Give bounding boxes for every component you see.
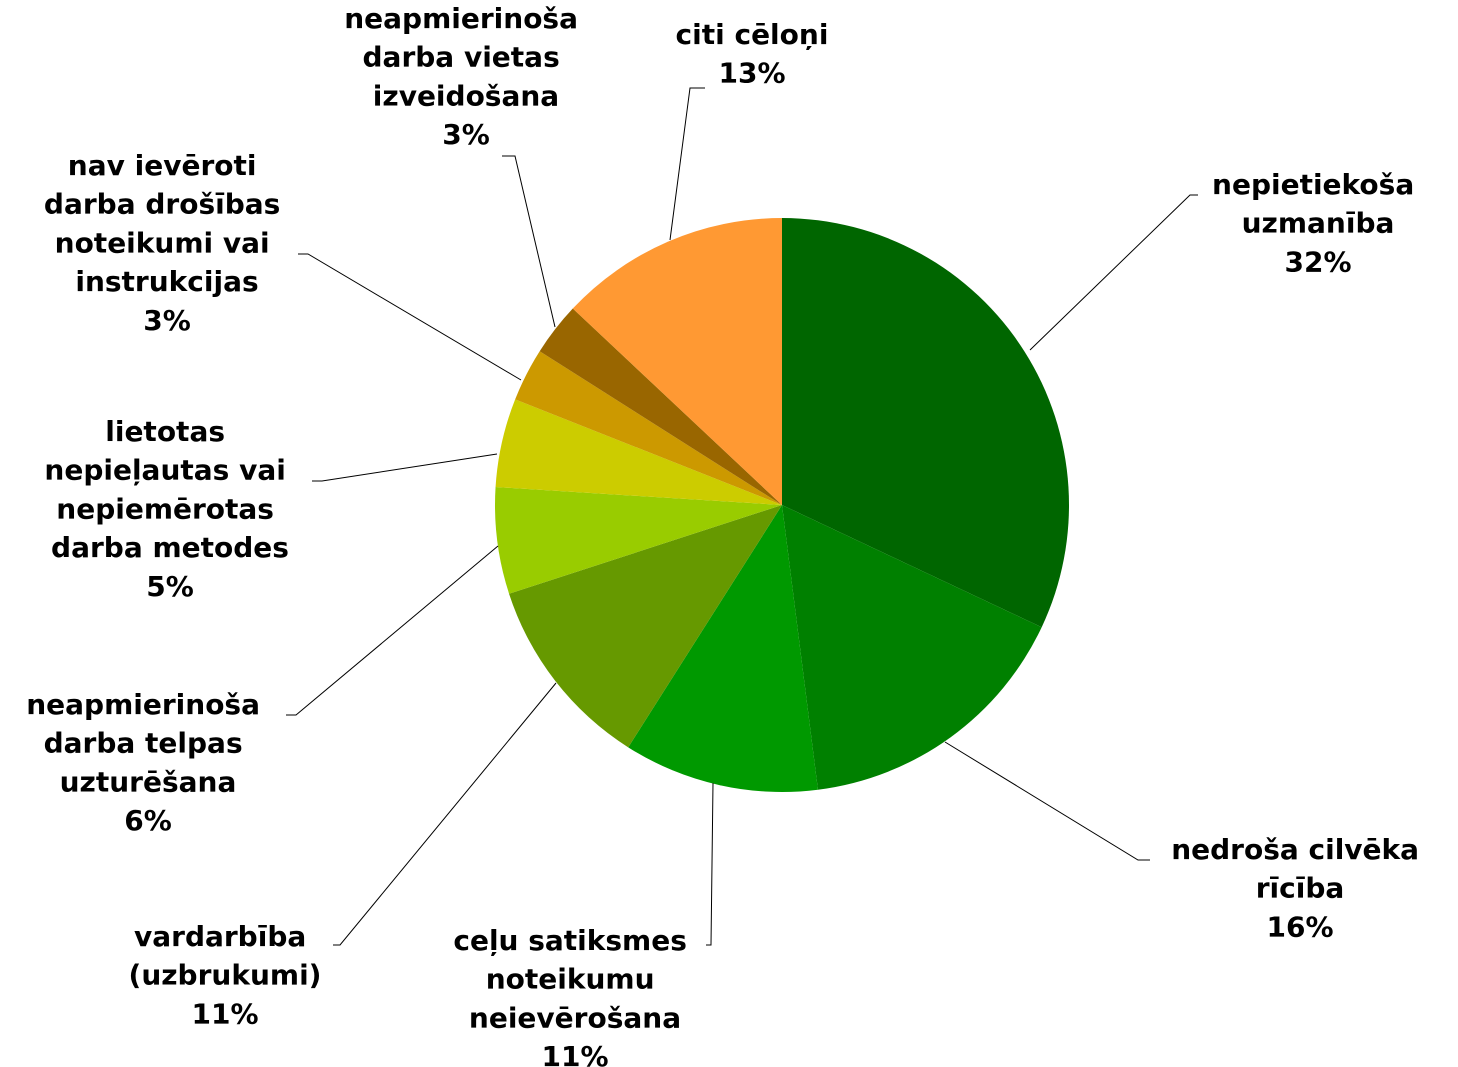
leader-line: [944, 741, 1150, 861]
pie-slice: [782, 218, 1069, 628]
pie-slice: [515, 351, 782, 505]
label-line: neapmierinoša: [26, 688, 270, 721]
slice-value-label: 13%: [718, 57, 785, 90]
label-line: noteikumi vai: [55, 226, 280, 259]
slice-value-label: 32%: [1284, 245, 1351, 278]
label-line: darba telpas: [44, 727, 253, 760]
label-line: nav ievēroti: [68, 149, 266, 182]
pie-slice: [539, 308, 782, 505]
leader-line: [669, 87, 705, 241]
label-line: lietotas: [105, 415, 235, 448]
label-line: rīcība: [1256, 872, 1345, 905]
leader-line: [502, 155, 556, 328]
label-line: darba metodes: [51, 531, 289, 564]
slice-value-label: 3%: [143, 304, 191, 337]
slice-label: neapmierinoša darba vietas izveidošana: [344, 2, 588, 112]
label-line: nedroša cilvēka: [1171, 833, 1429, 866]
label-line: ceļu satiksmes: [453, 924, 696, 957]
slice-label: neapmierinoša darba telpas uzturēšana: [26, 688, 270, 798]
pie-slice: [495, 399, 782, 505]
pie-slice: [572, 218, 782, 505]
leader-line: [312, 453, 498, 482]
label-line: instrukcijas: [75, 265, 258, 298]
leader-line: [1029, 194, 1198, 351]
slice-label: citi cēloņi: [676, 18, 829, 51]
slice-label: nav ievēroti darba drošības noteikumi va…: [44, 149, 290, 298]
label-line: neievērošana: [469, 1001, 681, 1034]
label-line: nepiemērotas: [56, 492, 283, 525]
slice-label: vardarbība (uzbrukumi): [129, 920, 322, 992]
label-line: uzmanība: [1242, 207, 1395, 240]
pie-slice: [628, 505, 818, 793]
leader-line: [333, 682, 557, 946]
slice-value-label: 6%: [124, 804, 172, 837]
slice-label: ceļu satiksmes noteikumu neievērošana: [453, 924, 696, 1034]
slice-label: nedroša cilvēka rīcība: [1171, 833, 1429, 905]
slice-value-label: 16%: [1266, 910, 1333, 943]
leader-line: [706, 782, 714, 946]
pie-slice: [782, 505, 1042, 790]
slice-value-label: 11%: [191, 997, 258, 1030]
label-line: citi cēloņi: [676, 18, 829, 51]
slice-value-label: 3%: [442, 118, 490, 151]
slice-value-label: 11%: [541, 1040, 608, 1067]
label-line: nepietiekoša: [1212, 168, 1424, 201]
label-line: uzturēšana: [60, 765, 237, 798]
slice-value-label: 5%: [146, 570, 194, 603]
label-line: vardarbība: [134, 920, 316, 953]
label-line: nepieļautas vai: [44, 454, 295, 487]
label-line: izveidošana: [373, 79, 559, 112]
slice-label: lietotas nepieļautas vai nepiemērotas da…: [44, 415, 295, 564]
label-line: darba vietas: [363, 41, 570, 74]
label-line: (uzbrukumi): [129, 959, 322, 992]
leader-line: [286, 545, 499, 716]
leader-line: [298, 253, 522, 381]
label-line: noteikumu: [486, 963, 665, 996]
label-line: darba drošības: [44, 188, 290, 221]
pie-slice: [494, 486, 782, 594]
slice-label: nepietiekoša uzmanība: [1212, 168, 1424, 240]
pie-slice: [509, 505, 782, 748]
label-line: neapmierinoša: [344, 2, 588, 35]
